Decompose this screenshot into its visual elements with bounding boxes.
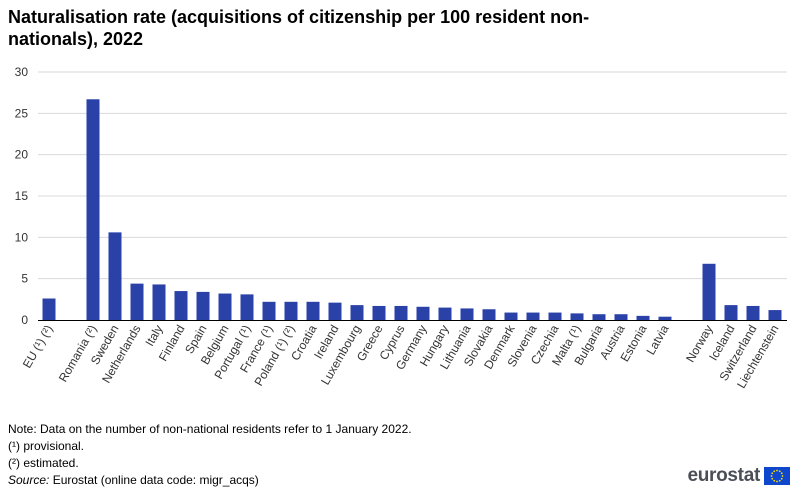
bar: [570, 313, 584, 320]
y-tick-label: 30: [15, 65, 29, 79]
bar: [108, 232, 122, 320]
x-tick-label: Latvia: [643, 322, 671, 357]
chart-title: Naturalisation rate (acquisitions of cit…: [8, 7, 590, 49]
bar: [438, 307, 452, 320]
bar: [768, 310, 782, 320]
eurostat-logo: eurostat: [687, 465, 790, 486]
bar: [328, 302, 342, 320]
chart-notes: Note: Data on the number of non-national…: [8, 421, 412, 489]
footnote-estimated: (²) estimated.: [8, 456, 79, 470]
bar: [416, 306, 430, 320]
bar: [394, 305, 408, 320]
source-line: Source: Eurostat (online data code: migr…: [8, 472, 412, 489]
bar: [592, 314, 606, 320]
bar: [372, 305, 386, 320]
bar: [218, 293, 232, 320]
bar: [152, 284, 166, 320]
y-tick-label: 15: [15, 189, 29, 203]
bar: [240, 294, 254, 320]
bar: [548, 312, 562, 320]
bar: [482, 309, 496, 320]
bar: [284, 301, 298, 320]
bar: [42, 298, 56, 320]
bar: [504, 312, 518, 320]
bar: [196, 291, 210, 320]
eu-flag-icon: [764, 467, 790, 485]
y-tick-label: 10: [15, 230, 29, 244]
bar: [614, 314, 628, 320]
bar: [636, 315, 650, 320]
bar: [130, 283, 144, 320]
bar: [86, 99, 100, 320]
logo-text: eurostat: [687, 465, 760, 486]
x-tick-label: EU (¹) (²): [20, 323, 56, 371]
bar: [306, 301, 320, 320]
bar: [174, 291, 188, 320]
bar: [262, 301, 276, 320]
bar: [702, 263, 716, 320]
y-tick-label: 0: [21, 313, 28, 327]
data-note: Note: Data on the number of non-national…: [8, 422, 412, 436]
source-label: Source:: [8, 473, 50, 487]
footnote-provisional: (¹) provisional.: [8, 439, 85, 453]
y-tick-label: 25: [15, 106, 29, 120]
bar: [460, 308, 474, 320]
y-tick-label: 5: [21, 272, 28, 286]
bar: [526, 312, 540, 320]
bar: [658, 316, 672, 320]
bar: [350, 305, 364, 320]
source-text: Eurostat (online data code: migr_acqs): [49, 473, 259, 487]
bar: [746, 305, 760, 320]
y-tick-label: 20: [15, 148, 29, 162]
bar: [724, 305, 738, 320]
